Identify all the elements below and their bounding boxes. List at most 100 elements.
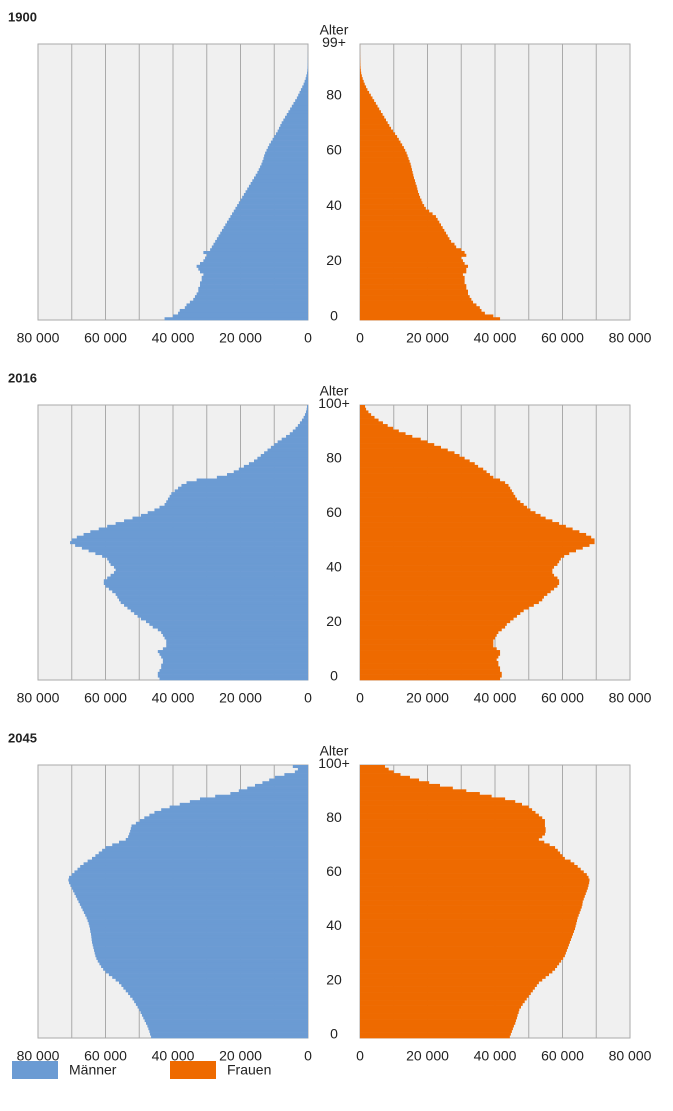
bar-women [360,130,393,133]
bar-men [131,609,308,612]
bar-men [278,130,308,133]
bar-men [109,973,308,976]
bar-men [306,77,308,80]
bar-women [360,1027,513,1030]
bar-men [225,223,308,226]
bar-women [360,1016,517,1019]
bar-men [307,69,308,72]
bar-women [360,960,561,963]
bar-men [255,784,308,787]
bar-men [198,268,308,271]
bar-men [107,577,308,580]
bar-women [360,992,531,995]
y-tick-label: 0 [330,1025,338,1041]
bar-men [84,862,308,865]
bar-men [251,182,308,185]
bar-women [360,234,448,237]
bar-women [360,218,438,221]
bar-women [360,862,574,865]
bar-women [360,443,434,446]
bar-men [107,557,308,560]
bar-men [129,833,308,836]
bar-men [146,620,308,623]
bar-men [138,615,308,618]
bar-women [360,517,546,520]
bar-men [262,160,308,163]
bar-women [360,833,545,836]
bar-men [300,91,308,94]
bar-women [360,884,588,887]
bar-women [360,941,570,944]
bar-women [360,658,497,661]
bar-men [91,933,308,936]
bar-women [360,427,393,430]
bar-men [114,571,308,574]
bar-men [160,669,309,672]
bar-women [360,276,465,279]
bar-men [266,149,308,152]
bar-men [163,647,308,650]
bar-women [360,935,572,938]
bar-women [360,989,533,992]
bar-men [202,276,308,279]
bar-women [360,571,552,574]
bar-women [360,816,542,819]
bar-women [360,814,539,817]
bar-men [142,1014,308,1017]
bar-men [90,930,308,933]
bar-women [360,290,468,293]
bar-women [360,768,389,771]
bar-men [282,438,308,441]
bar-women [360,96,372,99]
bar-women [360,606,529,609]
bar-women [360,806,529,809]
bar-men [293,430,308,433]
bar-men [163,634,308,637]
bar-men [73,889,308,892]
bar-men [101,965,308,968]
x-tick-label: 20 000 [406,330,449,346]
bar-men [163,658,308,661]
bar-women [360,204,424,207]
x-tick-label: 80 000 [609,1048,652,1064]
bar-men [89,924,308,927]
bar-women [360,903,582,906]
bar-women [360,309,482,312]
bar-women [360,168,412,171]
bar-men [104,579,308,582]
bar-men [296,427,308,430]
bar-women [360,432,406,435]
bar-women [360,568,552,571]
bar-women [360,642,493,645]
bar-men [103,968,308,971]
bar-women [360,927,575,930]
bar-men [154,508,308,511]
bar-women [360,590,551,593]
bar-men [252,179,308,182]
bar-men [116,979,308,982]
bar-women [360,519,552,522]
bar-men [282,121,308,124]
bar-men [249,185,308,188]
bar-men [158,672,308,675]
bar-women [360,405,365,408]
bar-men [305,80,308,83]
bar-men [121,601,308,604]
bar-men [290,432,308,435]
bar-women [360,301,473,304]
bar-men [121,984,308,987]
bar-men [207,254,308,257]
bar-men [70,884,308,887]
bar-men [197,479,308,482]
x-tick-label: 20 000 [219,690,262,706]
bar-women [360,489,512,492]
bar-women [360,876,588,879]
bar-men [99,962,308,965]
bar-women [360,601,539,604]
bar-women [360,860,571,863]
bar-women [360,911,580,914]
bar-women [360,157,409,160]
bar-women [360,870,584,873]
bar-women [360,650,500,653]
bar-women [360,116,384,119]
